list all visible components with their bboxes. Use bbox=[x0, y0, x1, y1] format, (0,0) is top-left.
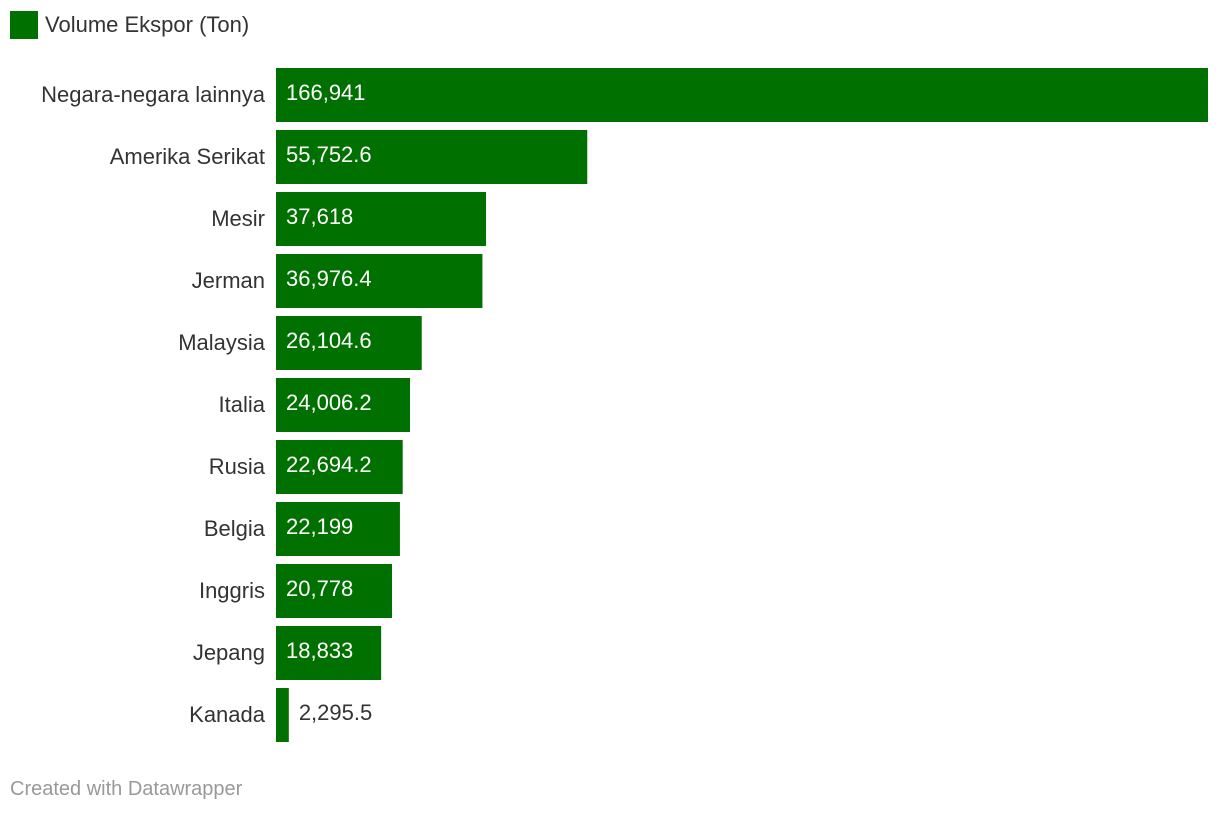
category-label: Amerika Serikat bbox=[110, 144, 265, 169]
category-label: Kanada bbox=[189, 702, 266, 727]
bar bbox=[276, 254, 483, 308]
value-label: 55,752.6 bbox=[286, 142, 372, 167]
value-label: 36,976.4 bbox=[286, 266, 372, 291]
bar bbox=[276, 626, 382, 680]
value-label: 24,006.2 bbox=[286, 390, 372, 415]
category-label: Jerman bbox=[192, 268, 265, 293]
category-label: Rusia bbox=[209, 454, 266, 479]
value-label: 18,833 bbox=[286, 638, 353, 663]
value-label: 166,941 bbox=[286, 80, 366, 105]
bar bbox=[276, 440, 403, 494]
bar bbox=[276, 192, 487, 246]
category-label: Inggris bbox=[199, 578, 265, 603]
value-label: 22,694.2 bbox=[286, 452, 372, 477]
value-label: 2,295.5 bbox=[299, 700, 372, 725]
category-label: Negara-negara lainnya bbox=[41, 82, 266, 107]
value-label: 20,778 bbox=[286, 576, 353, 601]
category-label: Mesir bbox=[211, 206, 265, 231]
bar bbox=[276, 564, 392, 618]
category-label: Belgia bbox=[204, 516, 266, 541]
bar bbox=[276, 502, 400, 556]
legend-swatch bbox=[10, 11, 38, 39]
category-label: Italia bbox=[219, 392, 266, 417]
bar bbox=[276, 316, 422, 370]
legend-label: Volume Ekspor (Ton) bbox=[45, 12, 250, 37]
category-label: Malaysia bbox=[178, 330, 266, 355]
bar bbox=[276, 68, 1208, 122]
bar bbox=[276, 688, 289, 742]
footer-credit: Created with Datawrapper bbox=[10, 778, 243, 800]
bar bbox=[276, 378, 411, 432]
legend: Volume Ekspor (Ton) bbox=[10, 10, 249, 40]
bar bbox=[276, 130, 588, 184]
value-label: 22,199 bbox=[286, 514, 353, 539]
category-label: Jepang bbox=[193, 640, 265, 665]
value-label: 37,618 bbox=[286, 204, 353, 229]
value-label: 26,104.6 bbox=[286, 328, 372, 353]
